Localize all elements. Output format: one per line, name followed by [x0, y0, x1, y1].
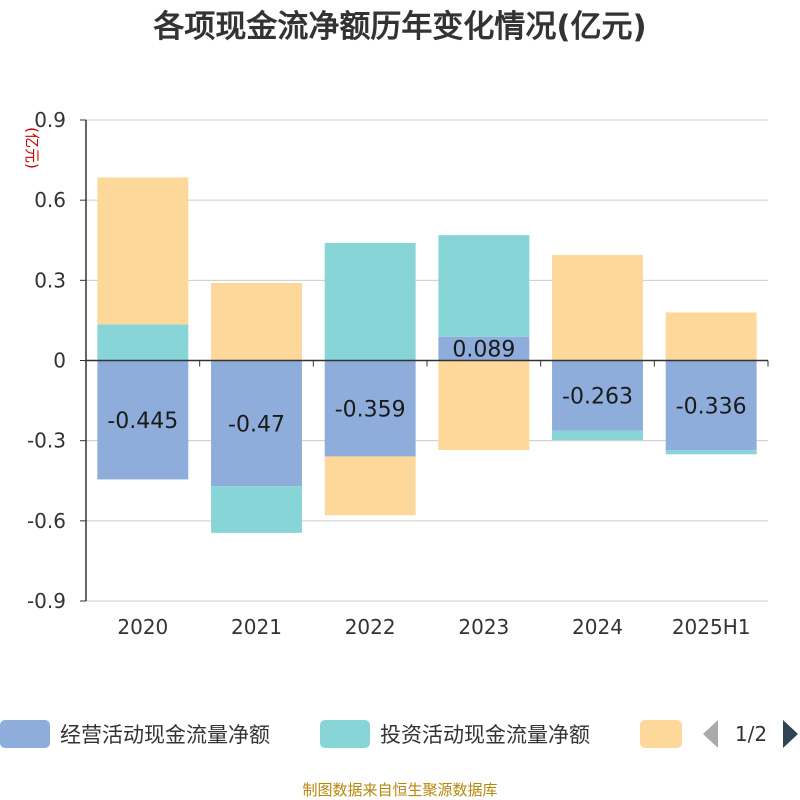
- data-label: -0.263: [562, 385, 633, 410]
- bar-segment[interactable]: [438, 360, 530, 451]
- bar-segment[interactable]: [665, 450, 757, 455]
- y-tick-label: -0.3: [27, 429, 66, 453]
- bars: [97, 177, 757, 533]
- bar-segment[interactable]: [324, 456, 416, 516]
- x-axis-ticks: 2020 2021 2022 2023 2024 2025H1: [117, 615, 750, 639]
- bar-segment[interactable]: [552, 254, 643, 361]
- bar-segment[interactable]: [211, 360, 302, 487]
- x-tick-label: 2025H1: [672, 615, 751, 639]
- bar-segment[interactable]: [324, 360, 416, 457]
- legend-label-investing[interactable]: 投资活动现金流量净额: [380, 723, 590, 747]
- x-tick-label: 2020: [117, 615, 168, 639]
- data-label: -0.445: [107, 409, 178, 434]
- x-tick-label: 2024: [572, 615, 623, 639]
- bar-segment[interactable]: [211, 486, 302, 533]
- data-label: -0.336: [676, 394, 747, 419]
- legend-swatch-operating[interactable]: [0, 720, 50, 748]
- legend-pager: 1/2: [735, 722, 767, 746]
- bar-segment[interactable]: [97, 177, 189, 325]
- legend-next-arrow-icon[interactable]: [783, 720, 798, 748]
- y-axis-ticks: 0.9 0.6 0.3 0 -0.3 -0.6 -0.9: [27, 108, 86, 613]
- x-tick-label: 2021: [231, 615, 282, 639]
- legend-label-operating[interactable]: 经营活动现金流量净额: [60, 723, 270, 747]
- bar-segment[interactable]: [665, 360, 757, 451]
- y-tick-label: 0.9: [34, 108, 66, 132]
- bar-segment[interactable]: [211, 283, 302, 361]
- bar-segment[interactable]: [97, 324, 189, 361]
- data-label: -0.47: [228, 412, 285, 437]
- bar-segment[interactable]: [552, 430, 643, 441]
- chart-title: 各项现金流净额历年变化情况(亿元): [152, 9, 646, 45]
- data-label: 0.089: [452, 338, 515, 363]
- y-tick-label: -0.9: [27, 589, 66, 613]
- axes: [85, 120, 769, 601]
- data-labels: -0.445 -0.47 -0.359 0.089 -0.263 -0.336: [107, 338, 746, 438]
- y-tick-label: -0.6: [27, 509, 66, 533]
- y-tick-label: 0.3: [34, 268, 66, 292]
- legend-prev-arrow-icon[interactable]: [703, 720, 718, 748]
- legend-swatch-third[interactable]: [640, 720, 682, 748]
- y-tick-label: 0.6: [34, 188, 66, 212]
- x-tick-label: 2022: [345, 615, 396, 639]
- legend-swatch-investing[interactable]: [320, 720, 370, 748]
- bar-segment[interactable]: [97, 360, 189, 480]
- source-note: 制图数据来自恒生聚源数据库: [302, 781, 497, 799]
- x-tick-label: 2023: [458, 615, 509, 639]
- bar-segment[interactable]: [438, 235, 530, 337]
- legend: 经营活动现金流量净额 投资活动现金流量净额 1/2: [0, 720, 798, 748]
- bar-segment[interactable]: [552, 360, 643, 431]
- bar-segment[interactable]: [665, 312, 757, 361]
- bar-segment[interactable]: [438, 336, 530, 361]
- data-label: -0.359: [335, 397, 406, 422]
- y-tick-label: 0: [53, 349, 66, 373]
- bar-segment[interactable]: [324, 242, 416, 361]
- y-axis-unit: (亿元): [23, 127, 41, 169]
